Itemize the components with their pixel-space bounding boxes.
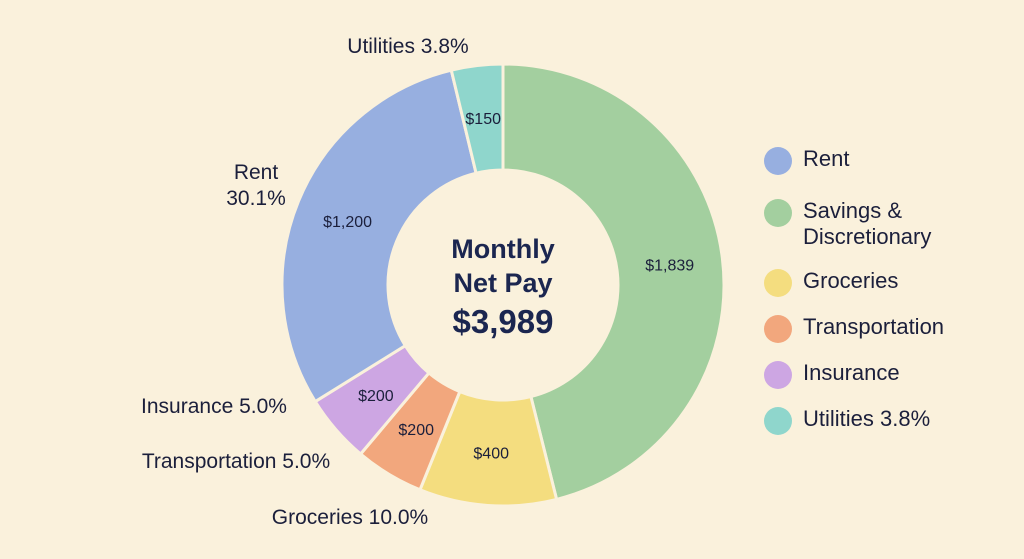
value-label-savings-discretionary: $1,839	[645, 258, 694, 275]
legend-label: Savings & Discretionary	[803, 198, 932, 249]
legend-swatch	[764, 315, 792, 343]
legend-item-insurance: Insurance	[764, 360, 900, 389]
value-label-rent: $1,200	[323, 214, 372, 231]
center-text-group: Monthly Net Pay $3,989	[451, 234, 554, 340]
value-label-utilities: $150	[465, 111, 501, 128]
outer-label-utilities: Utilities 3.8%	[347, 35, 468, 58]
center-title-line1: Monthly	[451, 234, 554, 264]
legend-swatch	[764, 361, 792, 389]
value-label-groceries: $400	[473, 446, 509, 463]
legend-swatch	[764, 147, 792, 175]
legend-item-groceries: Groceries	[764, 268, 898, 297]
slice-utilities	[449, 62, 505, 176]
outer-label-insurance: Insurance 5.0%	[141, 395, 287, 418]
value-labels-group: $1,839 $400 $200$200 $1,200 $150	[323, 111, 694, 462]
outer-labels-group: Groceries 10.0% Transportation 5.0% Insura…	[141, 35, 469, 529]
legend-swatch	[764, 269, 792, 297]
outer-label-transportation: Transportation 5.0%	[142, 450, 330, 473]
outer-label-rent: Rent 30.1%	[226, 161, 286, 210]
legend-label: Utilities 3.8%	[803, 406, 931, 431]
legend-item-rent: Rent	[764, 146, 849, 175]
legend-item-savings: Savings & Discretionary	[764, 198, 931, 250]
legend-swatch	[764, 199, 792, 227]
legend-label: Transportation	[803, 314, 945, 339]
legend-label: Rent	[803, 146, 850, 171]
center-total-value: $3,989	[453, 303, 554, 340]
legend-label: Insurance	[803, 360, 900, 385]
legend-item-utilities-3-8: Utilities 3.8%	[764, 406, 930, 435]
slices-group	[280, 62, 726, 508]
outer-label-groceries: Groceries 10.0%	[272, 506, 428, 529]
legend-swatch	[764, 407, 792, 435]
slice-savings-discretionary	[501, 62, 726, 502]
legend-label: Groceries	[803, 268, 899, 293]
slice-rent	[280, 68, 478, 404]
value-label-insurance: $200	[358, 388, 394, 405]
center-title-line2: Net Pay	[453, 268, 552, 298]
value-label-transportation: $200	[398, 422, 434, 439]
legend-item-transportation: Transportation	[764, 314, 944, 343]
